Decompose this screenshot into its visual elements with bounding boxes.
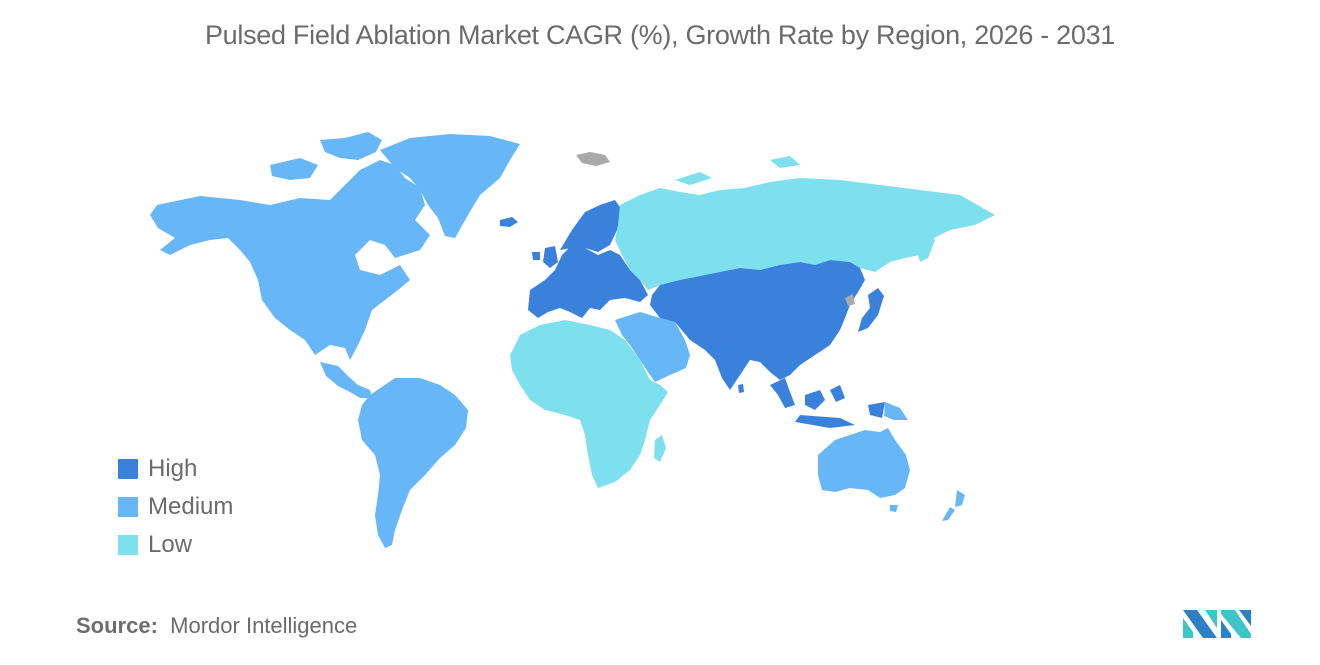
legend-swatch-low (118, 535, 138, 555)
source-value: Mordor Intelligence (170, 613, 358, 638)
region-europe (500, 200, 648, 318)
region-sri-lanka (738, 384, 744, 393)
region-africa (510, 320, 668, 488)
region-greenland (380, 134, 520, 238)
legend-swatch-medium (118, 497, 138, 517)
region-southeast-asia (770, 378, 855, 428)
region-new-guinea-west (868, 402, 885, 418)
legend-item-medium: Medium (118, 488, 233, 526)
legend-label-high: High (148, 455, 198, 482)
region-kamchatka (915, 230, 935, 262)
source-note: Source: Mordor Intelligence (76, 613, 357, 639)
legend-item-high: High (118, 450, 233, 488)
legend: High Medium Low (118, 450, 233, 564)
chart-title: Pulsed Field Ablation Market CAGR (%), G… (204, 20, 1116, 50)
legend-label-medium: Medium (148, 493, 234, 520)
mordor-intelligence-logo-icon (1183, 610, 1251, 638)
legend-item-low: Low (118, 526, 233, 564)
region-russia (615, 178, 995, 290)
region-new-guinea-east (884, 402, 908, 420)
region-middle-east (615, 312, 690, 382)
region-north-america (150, 132, 430, 398)
region-asia-high (650, 260, 865, 390)
region-tasmania (890, 505, 898, 512)
region-new-zealand (942, 490, 965, 521)
region-arctic-islands (675, 156, 800, 185)
legend-swatch-high (118, 459, 138, 479)
region-japan (858, 288, 884, 332)
region-madagascar (654, 435, 666, 462)
region-australia (818, 428, 910, 498)
region-south-america (358, 378, 468, 548)
region-svalbard (576, 152, 610, 166)
region-north-korea (845, 294, 855, 306)
legend-label-low: Low (148, 531, 193, 558)
source-label: Source: (76, 613, 158, 638)
